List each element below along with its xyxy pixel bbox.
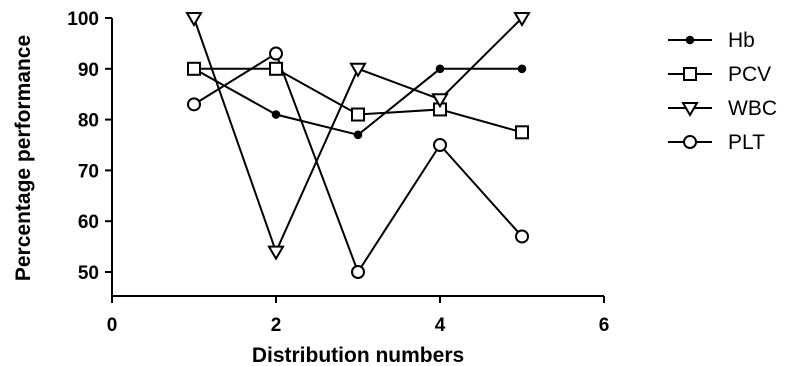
data-point-wbc	[513, 12, 531, 27]
x-tick-label: 6	[599, 315, 610, 336]
y-tick-label: 60	[78, 212, 99, 233]
legend-label-hb: Hb	[728, 29, 755, 52]
data-point-wbc	[431, 93, 449, 109]
series-line-hb	[193, 67, 522, 136]
data-point-plt	[269, 46, 283, 61]
y-tick-label: 100	[67, 9, 99, 30]
data-point-pcv	[269, 61, 283, 76]
data-point-pcv	[515, 125, 529, 140]
x-tick-label: 0	[107, 315, 118, 336]
data-point-wbc	[185, 12, 203, 27]
x-tick-label: 4	[435, 315, 446, 336]
series-line-plt	[193, 52, 523, 275]
legend-label-wbc: WBC	[728, 97, 777, 120]
y-tick-label: 50	[78, 263, 99, 284]
data-point-plt	[515, 229, 529, 244]
legend-marker-hb	[685, 35, 695, 45]
legend-label-plt: PLT	[728, 131, 765, 154]
y-tick-label: 80	[78, 111, 99, 132]
data-point-pcv	[351, 107, 365, 122]
legend-marker-pcv	[683, 67, 697, 81]
series-group	[185, 12, 531, 279]
legend-label-pcv: PCV	[728, 63, 771, 86]
series-line-pcv	[194, 67, 523, 134]
data-point-hb	[353, 130, 363, 140]
x-ticks: 0 2 4 6	[107, 296, 610, 336]
data-point-hb	[271, 110, 281, 119]
x-tick-label: 2	[271, 315, 282, 336]
data-point-plt	[351, 265, 365, 279]
axes	[111, 18, 604, 297]
legend-marker-plt	[683, 135, 697, 149]
data-point-plt	[187, 97, 201, 112]
y-axis-title: Percentage performance	[12, 35, 35, 281]
data-point-plt	[433, 138, 447, 152]
y-ticks: 50 60 70 80 90 100	[67, 9, 112, 284]
y-tick-label: 70	[78, 161, 99, 182]
data-point-wbc	[349, 62, 367, 78]
data-point-pcv	[187, 61, 201, 76]
legend: Hb PCV WBC PLT	[668, 29, 777, 154]
legend-marker-wbc	[681, 102, 699, 117]
y-tick-label: 90	[78, 60, 99, 81]
data-point-hb	[435, 64, 445, 74]
x-axis-title: Distribution numbers	[252, 344, 464, 366]
data-point-wbc	[267, 245, 285, 261]
data-point-hb	[517, 64, 527, 74]
